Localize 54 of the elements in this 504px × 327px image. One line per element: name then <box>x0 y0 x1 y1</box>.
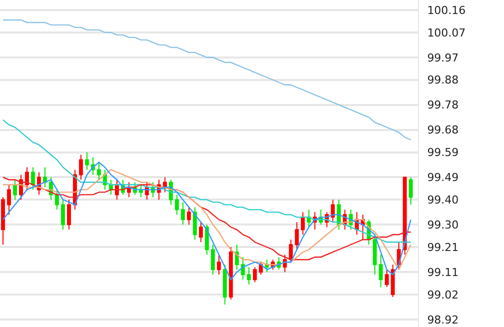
candlestick <box>282 254 287 273</box>
y-tick-label: 100.07 <box>427 26 466 40</box>
candlestick <box>288 239 293 263</box>
y-tick-label: 99.40 <box>427 194 459 207</box>
candlestick <box>67 199 71 230</box>
candlestick <box>204 224 209 256</box>
candlestick <box>384 269 389 288</box>
candlestick <box>25 166 29 190</box>
y-tick-label: 99.88 <box>427 74 459 87</box>
line-series <box>2 119 412 243</box>
candlestick <box>13 179 17 200</box>
y-tick-label: 99.68 <box>427 124 459 137</box>
candlestick <box>31 166 35 190</box>
candlestick <box>61 199 65 230</box>
candlestick <box>390 264 395 298</box>
candlestick <box>300 212 305 236</box>
candlestick <box>186 206 191 226</box>
y-tick-label: 99.21 <box>427 240 459 254</box>
candlestick <box>402 176 407 256</box>
candlestick <box>330 199 335 223</box>
candlestick <box>252 266 257 283</box>
candlestick <box>294 222 299 250</box>
candlestick <box>43 166 47 188</box>
candlestick <box>228 246 233 300</box>
y-tick-label: 99.49 <box>427 171 459 184</box>
candlestick <box>264 259 269 273</box>
y-tick-label: 99.97 <box>427 51 459 64</box>
y-tick-label: 99.59 <box>427 146 459 160</box>
line-series <box>2 19 412 140</box>
candlestick <box>78 154 83 180</box>
candlestick <box>378 254 383 288</box>
candlestick <box>222 264 227 306</box>
y-tick-label: 99.02 <box>427 288 459 302</box>
y-tick-label: 99.30 <box>427 218 459 232</box>
candlestick <box>210 244 215 276</box>
candlestick <box>174 194 179 216</box>
candlestick <box>408 176 413 206</box>
candlestick <box>246 266 251 286</box>
candlestick <box>96 162 101 180</box>
candlestick <box>162 176 167 193</box>
candlestick <box>7 184 11 216</box>
candlestick <box>55 189 59 210</box>
y-tick-label: 99.78 <box>427 98 459 112</box>
candlestick <box>240 256 245 280</box>
y-tick-label: 99.11 <box>427 266 459 279</box>
candlestick <box>198 222 203 243</box>
candlestick <box>1 196 5 246</box>
candlestick <box>234 244 239 270</box>
candlestick <box>180 202 185 226</box>
candlestick <box>84 152 89 170</box>
y-tick-label: 98.92 <box>427 313 459 326</box>
candlestick <box>216 254 221 276</box>
candlestick <box>192 206 197 240</box>
y-tick-label: 100.16 <box>427 4 466 17</box>
